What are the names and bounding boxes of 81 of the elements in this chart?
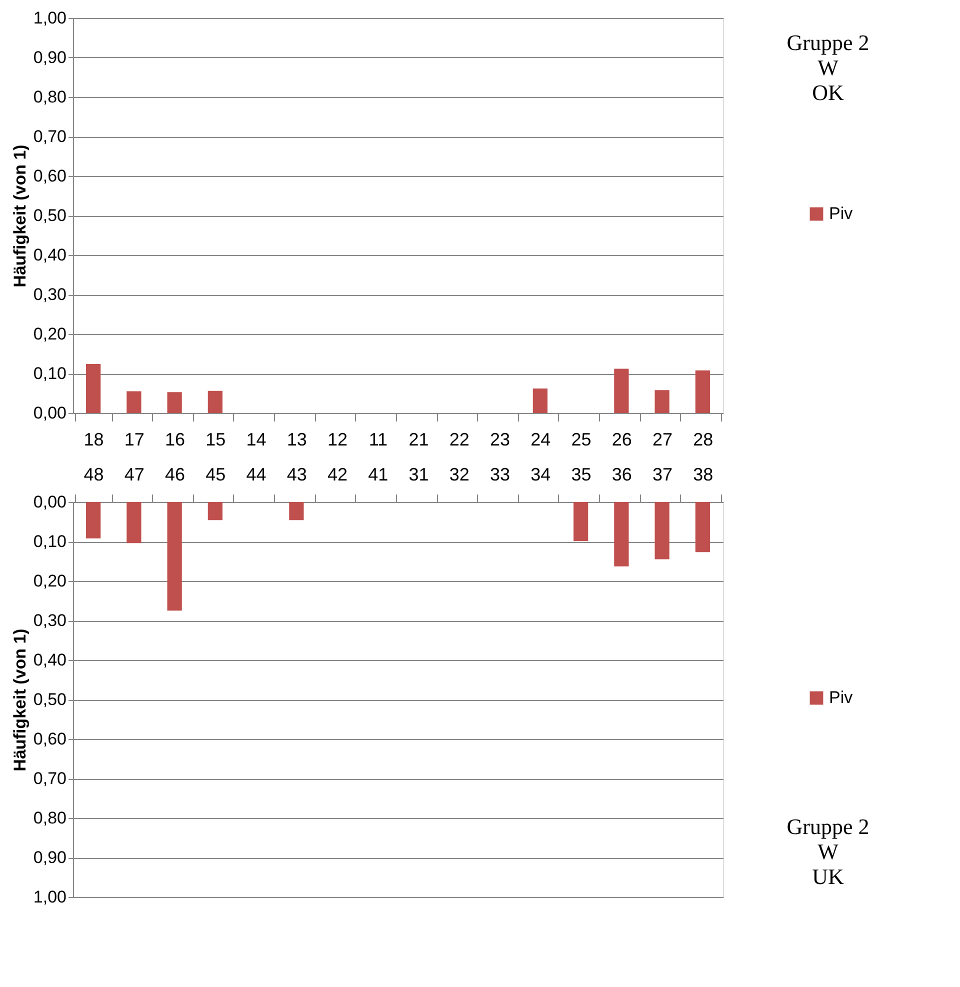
x-tick-label: 16 <box>165 430 186 450</box>
y-axis-title: Häufigkeit (von 1) <box>10 144 30 288</box>
y-tick-label: 0,60 <box>33 166 66 186</box>
x-tick-label: 11 <box>368 430 388 450</box>
x-tick-label: 24 <box>530 430 551 450</box>
x-tick-label: 35 <box>571 464 592 484</box>
y-tick-label: 0,80 <box>33 88 66 106</box>
y-tick-label: 0,10 <box>33 532 66 551</box>
x-tick-label: 46 <box>165 464 186 484</box>
x-tick-label: 43 <box>286 464 307 484</box>
y-tick-label: 0,80 <box>33 808 66 828</box>
x-tick-label: 17 <box>124 430 144 450</box>
y-tick-label: 0,40 <box>33 246 66 264</box>
y-tick-label: 0,30 <box>33 611 66 630</box>
x-tick-label: 26 <box>612 430 632 450</box>
text: Gruppe 2 <box>786 814 870 839</box>
x-tick-label: 15 <box>206 430 226 450</box>
x-tick-label: 36 <box>612 464 632 484</box>
text: W <box>818 839 839 864</box>
text: UK <box>812 864 844 889</box>
y-tick-label: 0,70 <box>33 769 66 788</box>
bar <box>86 502 101 538</box>
bar <box>574 502 588 542</box>
x-tick-label: 12 <box>328 430 348 450</box>
x-tick-label: 34 <box>530 464 551 484</box>
y-tick-label: 1,00 <box>33 8 66 28</box>
y-axis-title: Häufigkeit (von 1) <box>10 628 30 772</box>
text: OK <box>812 80 844 105</box>
x-tick-label: 25 <box>571 430 592 450</box>
bar <box>126 391 142 413</box>
x-tick-label: 13 <box>286 430 307 450</box>
text: Gruppe 2 <box>786 30 870 55</box>
bar <box>208 502 222 520</box>
y-tick-label: 0,20 <box>33 572 66 590</box>
bar <box>86 364 101 413</box>
text: W <box>818 55 839 80</box>
x-tick-label: 37 <box>652 464 673 484</box>
bar <box>654 502 670 560</box>
bar <box>208 390 222 413</box>
x-tick-label: 18 <box>84 430 104 450</box>
x-tick-label: 28 <box>693 430 714 450</box>
y-tick-label: 0,90 <box>33 848 66 867</box>
bar <box>167 392 182 413</box>
x-tick-label: 14 <box>246 430 266 450</box>
y-tick-label: 0,00 <box>33 404 66 422</box>
y-tick-label: 0,40 <box>33 650 66 670</box>
y-tick-label: 0,30 <box>33 285 66 304</box>
bar <box>614 502 629 566</box>
x-tick-label: 31 <box>408 464 429 484</box>
x-tick-label: 42 <box>328 464 348 484</box>
x-tick-label: 23 <box>490 430 510 450</box>
x-tick-label: 33 <box>490 464 510 484</box>
y-tick-label: 0,60 <box>33 730 66 748</box>
bar <box>532 388 548 413</box>
legend-label: Piv <box>829 688 854 707</box>
x-tick-label: 45 <box>206 464 226 484</box>
y-tick-label: 0,90 <box>33 48 66 67</box>
y-tick-label: 0,00 <box>33 492 66 512</box>
bar <box>126 502 142 544</box>
y-tick-label: 0,50 <box>33 206 66 225</box>
bar <box>654 390 670 413</box>
y-tick-label: 0,20 <box>33 324 66 344</box>
bar <box>695 502 710 552</box>
y-tick-label: 0,10 <box>33 364 66 383</box>
x-tick-label: 22 <box>449 430 470 450</box>
y-tick-label: 0,50 <box>33 690 66 709</box>
bar <box>289 502 304 520</box>
legend-label: Piv <box>829 204 854 223</box>
bar <box>695 370 710 413</box>
x-tick-label: 27 <box>652 430 673 450</box>
x-tick-label: 32 <box>449 464 470 484</box>
x-tick-label: 44 <box>246 464 266 484</box>
x-tick-label: 21 <box>408 430 429 450</box>
y-tick-label: 0,70 <box>33 127 66 146</box>
bar <box>614 368 629 413</box>
x-tick-label: 47 <box>124 464 144 484</box>
y-tick-label: 1,00 <box>33 888 66 906</box>
bar <box>167 502 182 611</box>
x-tick-label: 48 <box>84 464 104 484</box>
x-tick-label: 38 <box>693 464 714 484</box>
x-tick-label: 41 <box>368 464 388 484</box>
